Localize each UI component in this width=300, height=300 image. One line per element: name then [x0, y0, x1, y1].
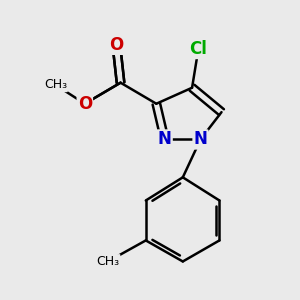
- Text: N: N: [194, 130, 207, 148]
- Text: O: O: [109, 36, 124, 54]
- Text: CH₃: CH₃: [44, 78, 67, 91]
- Text: N: N: [158, 130, 172, 148]
- Text: Cl: Cl: [189, 40, 207, 58]
- Text: O: O: [78, 95, 92, 113]
- Text: CH₃: CH₃: [96, 255, 119, 268]
